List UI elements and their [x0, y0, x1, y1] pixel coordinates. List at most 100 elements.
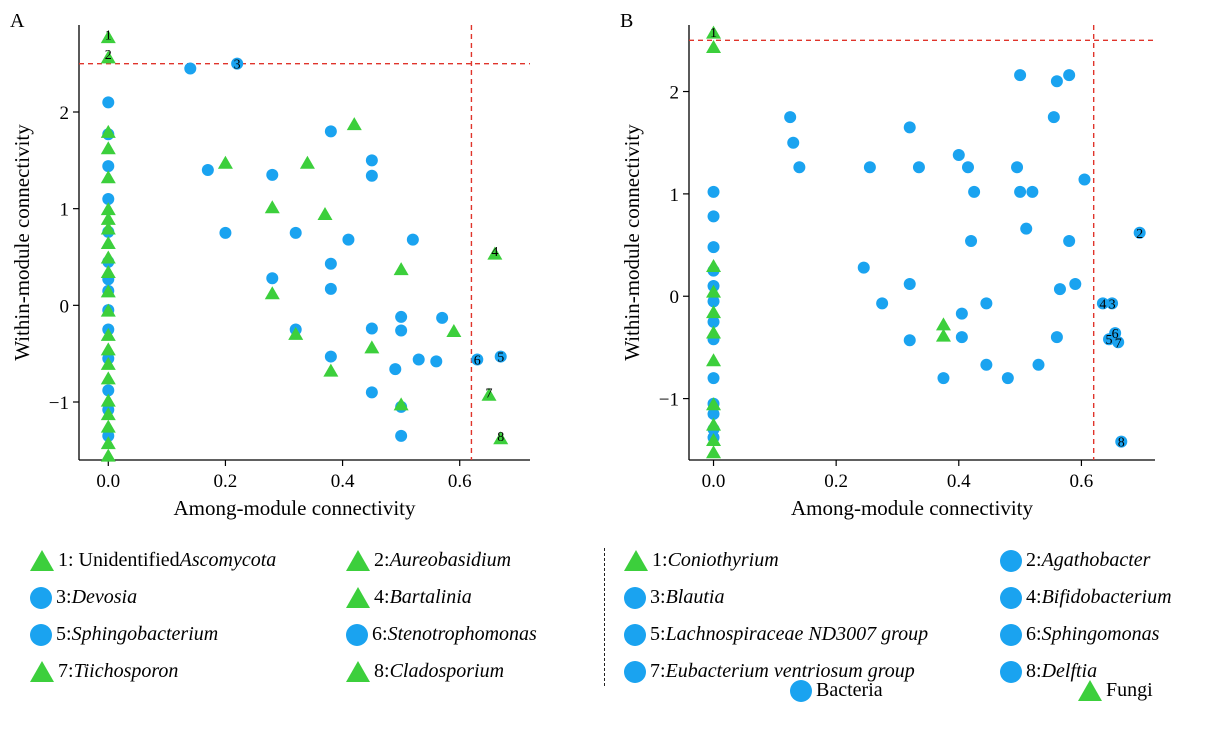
legend-item-taxon: Eubacterium ventriosum group	[665, 660, 915, 682]
legend-item-number: 4:	[1026, 586, 1042, 608]
legend-key-bacteria-label: Bacteria	[816, 679, 883, 701]
fungi-point	[935, 328, 951, 342]
legend-item-taxon: Ascomycota	[179, 549, 277, 571]
fungi-point	[100, 419, 116, 433]
hub-annotation-label: 8	[1118, 436, 1125, 451]
legend-a-item-3: 3: Devosia	[30, 586, 137, 609]
fungi-point	[706, 305, 722, 319]
x-tick-label: 0.6	[448, 471, 472, 492]
panel-b-plot: 0.0 0.2 0.4 0.6 −1 0 1 2 Among-module connectivi…	[620, 25, 1155, 520]
bacteria-point	[1063, 69, 1076, 82]
hub-annotation-label: 7	[1115, 336, 1122, 351]
hub-annotation-label: 4	[491, 245, 498, 260]
hub-annotation-label: 1	[710, 26, 717, 41]
legend-item-number: 2:	[374, 549, 390, 571]
legend-item-taxon: Aureobasidium	[389, 549, 512, 571]
bacteria-point	[952, 148, 965, 161]
legend-item-taxon: Delftia	[1041, 660, 1098, 682]
fungi-point	[706, 325, 722, 339]
x-tick-label: 0.2	[214, 471, 238, 492]
bacteria-point	[324, 125, 337, 138]
legend-item-taxon: Blautia	[665, 586, 725, 608]
fungi-point	[493, 431, 509, 445]
fungi-point	[100, 327, 116, 341]
legend-item-number: 5:	[56, 623, 72, 645]
bacteria-point	[289, 226, 302, 239]
bacteria-point	[1050, 75, 1063, 88]
bacteria-point	[980, 358, 993, 371]
fungi-point	[100, 265, 116, 278]
panel-b-letter: B	[620, 10, 634, 32]
hub-annotation-label: 1	[105, 29, 112, 44]
bacteria-point	[1106, 297, 1119, 310]
bacteria-point	[787, 136, 800, 149]
legend-key-fungi-label: Fungi	[1106, 679, 1153, 701]
fungi-point	[100, 342, 116, 356]
bacteria-point	[1014, 69, 1027, 82]
legend-item-number: 3:	[650, 586, 666, 608]
fungi-point	[935, 317, 951, 331]
bacteria-point	[395, 310, 408, 323]
bacteria-point	[784, 111, 797, 124]
fungi-point	[364, 340, 380, 354]
legend-b-item-1: 1: Coniothyrium	[624, 549, 779, 572]
legend-a-item-7: 7: Tiichosporon	[30, 660, 178, 683]
fungi-point	[100, 221, 116, 235]
fungi-triangle-icon	[346, 661, 370, 682]
hub-annotation-label: 2	[1136, 227, 1143, 242]
bacteria-point	[863, 161, 876, 174]
hub-annotation-label: 3	[234, 58, 241, 73]
hub-annotation-label: 8	[497, 430, 504, 445]
bacteria-point	[912, 161, 925, 174]
hub-annotation-label: 6	[474, 353, 481, 368]
legend-item-number: 1: Unidentified	[58, 549, 180, 571]
fungi-point	[217, 155, 233, 169]
fungi-point	[100, 50, 116, 64]
fungi-point	[100, 124, 116, 138]
y-tick-label: 1	[670, 185, 680, 206]
fungi-point	[446, 323, 462, 337]
bacteria-point	[102, 384, 115, 397]
bacteria-point	[857, 261, 870, 274]
fungi-point	[100, 250, 116, 264]
x-tick-label: 0.0	[96, 471, 120, 492]
legend-item-number: 3:	[56, 586, 72, 608]
bacteria-point	[955, 331, 968, 344]
bacteria-point	[1001, 372, 1014, 385]
legend-a-item-6: 6: Stenotrophomonas	[346, 623, 537, 646]
legend-item-taxon: Stenotrophomonas	[387, 623, 537, 645]
bacteria-point	[707, 241, 720, 254]
hub-annotation-label: 3	[1109, 297, 1116, 312]
fungi-point	[393, 262, 409, 276]
legend-item-number: 1:	[652, 549, 668, 571]
bacteria-point	[707, 210, 720, 223]
fungi-point	[264, 200, 280, 214]
y-tick-label: −1	[49, 393, 69, 414]
fungi-point	[487, 246, 503, 260]
bacteria-circle-icon	[624, 660, 646, 683]
legend-a-item-4: 4: Bartalinia	[346, 586, 472, 609]
fungi-point	[100, 211, 116, 225]
legend-b-item-7: 7: Eubacterium ventriosum group	[624, 660, 915, 683]
legend-item-number: 4:	[374, 586, 390, 608]
bacteria-point	[406, 233, 419, 246]
bacteria-point	[102, 193, 115, 205]
legend-item-number: 8:	[374, 660, 390, 682]
legend-item-taxon: Lachnospiraceae ND3007 group	[665, 623, 929, 645]
bacteria-point	[324, 257, 337, 270]
y-tick-label: 0	[60, 296, 70, 317]
fungi-triangle-icon	[1078, 680, 1102, 701]
bacteria-point	[1014, 185, 1027, 198]
bacteria-point	[876, 297, 889, 310]
y-axis-label: Within-module connectivity	[10, 124, 34, 361]
legend-item-number: 6:	[1026, 623, 1042, 645]
fungi-point	[317, 207, 333, 220]
bacteria-point	[968, 185, 981, 198]
bacteria-point	[389, 363, 402, 376]
legend-item-number: 6:	[372, 623, 388, 645]
legend-item-number: 5:	[650, 623, 666, 645]
bacteria-point	[707, 295, 720, 308]
fungi-point	[706, 445, 722, 459]
bacteria-point	[707, 315, 720, 328]
legend-a-item-5: 5: Sphingobacterium	[30, 623, 218, 646]
